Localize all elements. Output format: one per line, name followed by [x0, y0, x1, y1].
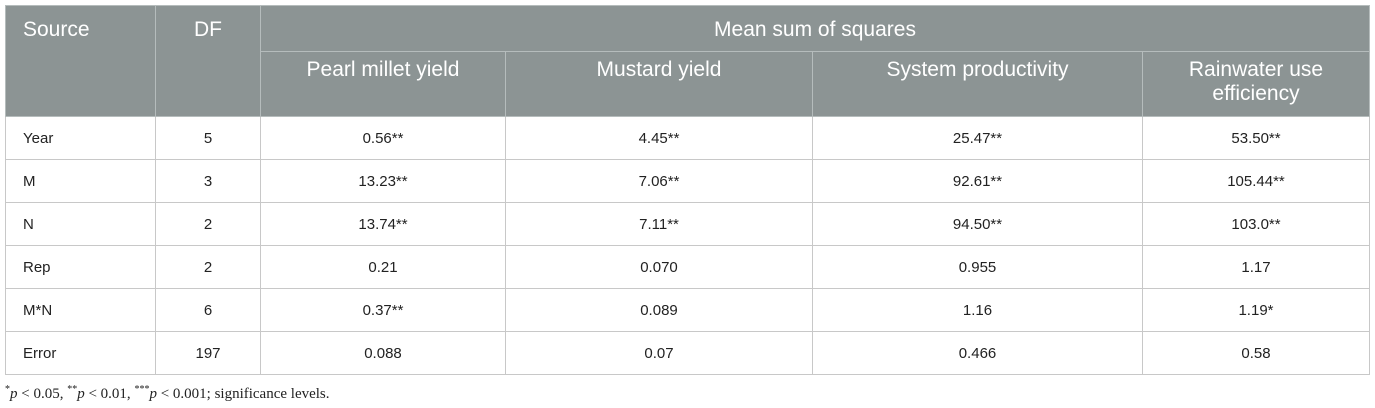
table-cell: 2 [155, 202, 261, 246]
table-cell: 103.0** [1142, 202, 1370, 246]
table-cell: 0.088 [260, 331, 506, 375]
footnote-symbol: p [77, 386, 85, 402]
table-cell: Year [5, 116, 156, 160]
table-cell: 4.45** [505, 116, 813, 160]
header-group: Mean sum of squares [260, 5, 1370, 52]
table-cell: 197 [155, 331, 261, 375]
header-cell: System productivity [812, 51, 1143, 117]
table-cell: 0.955 [812, 245, 1143, 289]
footnote: *p < 0.05, **p < 0.01, ***p < 0.001; sig… [5, 384, 330, 403]
header-cell: Pearl millet yield [260, 51, 506, 117]
table-row: Rep 2 0.21 0.070 0.955 1.17 [5, 245, 1370, 289]
table-cell: 6 [155, 288, 261, 332]
table-cell: 94.50** [812, 202, 1143, 246]
table-cell: 0.37** [260, 288, 506, 332]
table-cell: 0.070 [505, 245, 813, 289]
table-cell: 5 [155, 116, 261, 160]
footnote-mark: * [5, 384, 10, 395]
table-row: M*N 6 0.37** 0.089 1.16 1.19* [5, 288, 1370, 332]
table-cell: Rep [5, 245, 156, 289]
table-cell: M [5, 159, 156, 203]
footnote-text: < 0.01, [84, 386, 135, 402]
footnote-symbol: p [149, 386, 157, 402]
table-cell: N [5, 202, 156, 246]
table-cell: 0.56** [260, 116, 506, 160]
table-row: N 2 13.74** 7.11** 94.50** 103.0** [5, 202, 1370, 246]
table-cell: Error [5, 331, 156, 375]
table-row: M 3 13.23** 7.06** 92.61** 105.44** [5, 159, 1370, 203]
table-cell: 7.06** [505, 159, 813, 203]
footnote-symbol: p [10, 386, 18, 402]
table-cell: 105.44** [1142, 159, 1370, 203]
table-cell: 0.58 [1142, 331, 1370, 375]
table-row: Error 197 0.088 0.07 0.466 0.58 [5, 331, 1370, 375]
table-cell: 2 [155, 245, 261, 289]
table-cell: 3 [155, 159, 261, 203]
table-cell: 0.089 [505, 288, 813, 332]
table-cell: 7.11** [505, 202, 813, 246]
table-cell: 0.07 [505, 331, 813, 375]
table-cell: 92.61** [812, 159, 1143, 203]
header-cell: Source [5, 5, 156, 117]
table-cell: M*N [5, 288, 156, 332]
footnote-mark: ** [67, 384, 78, 395]
footnote-text: < 0.05, [17, 386, 68, 402]
table-cell: 1.17 [1142, 245, 1370, 289]
table-cell: 13.23** [260, 159, 506, 203]
table-cell: 1.19* [1142, 288, 1370, 332]
table-cell: 13.74** [260, 202, 506, 246]
table-cell: 0.466 [812, 331, 1143, 375]
footnote-mark: *** [134, 384, 150, 395]
anova-table: Source DF Mean sum of squares Pearl mill… [5, 5, 1370, 375]
table-cell: 0.21 [260, 245, 506, 289]
header-cell: Rainwater use efficiency [1142, 51, 1370, 117]
header-cell: DF [155, 5, 261, 117]
table-cell: 53.50** [1142, 116, 1370, 160]
header-cell: Mustard yield [505, 51, 813, 117]
footnote-text: < 0.001; significance levels. [156, 386, 330, 402]
table-cell: 1.16 [812, 288, 1143, 332]
table-row: Year 5 0.56** 4.45** 25.47** 53.50** [5, 116, 1370, 160]
table-cell: 25.47** [812, 116, 1143, 160]
